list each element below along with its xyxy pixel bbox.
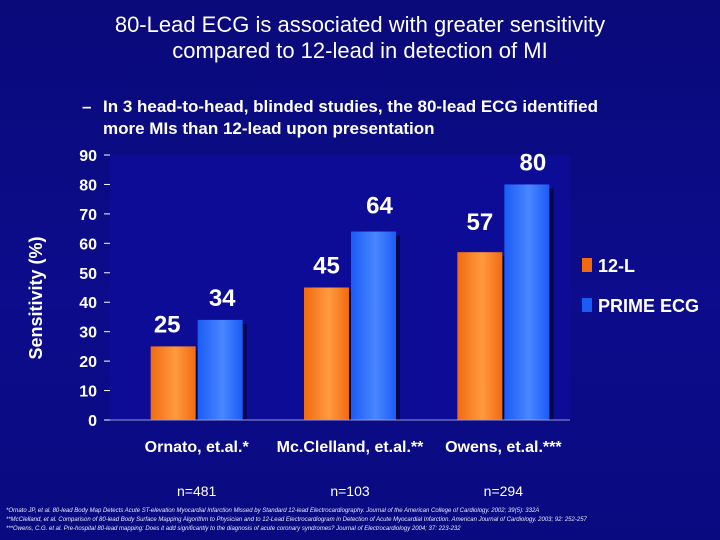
bar-prime-1 <box>197 319 243 420</box>
legend-swatch-2 <box>582 298 592 312</box>
y-tick-label: 90 <box>79 148 97 165</box>
title-line-1: 80-Lead ECG is associated with greater s… <box>114 12 606 37</box>
sample-size-label: n=294 <box>484 483 524 499</box>
bullet-text: In 3 head-to-head, blinded studies, the … <box>103 97 598 138</box>
y-tick-label: 70 <box>79 207 97 224</box>
footnote-1: *Ornato JP, et al. 80-lead Body Map Dete… <box>6 508 540 514</box>
title-line-2: compared to 12-lead in detection of MI <box>172 38 548 63</box>
data-label: 34 <box>209 285 236 312</box>
bar-prime-3 <box>504 184 550 420</box>
y-tick-label: 30 <box>79 325 97 342</box>
x-tick-label: Ornato, et.al.* <box>145 439 250 456</box>
y-tick-label: 20 <box>79 354 97 371</box>
data-label: 64 <box>366 193 393 220</box>
bullet-dash: – <box>82 97 92 116</box>
y-axis-title: Sensitivity (%) <box>26 236 46 359</box>
footnote-3: ***Owens, C.G. et al. Pre-hospital 80-le… <box>6 526 461 532</box>
data-label: 45 <box>313 253 340 280</box>
data-label: 25 <box>154 311 181 338</box>
y-tick-label: 0 <box>88 413 97 430</box>
bullet-point: – In 3 head-to-head, blinded studies, th… <box>82 96 642 140</box>
legend-swatch-1 <box>582 258 592 272</box>
legend-label-1: 12-L <box>598 256 635 276</box>
bar-12l-3 <box>457 252 503 420</box>
bar-prime-2 <box>351 231 396 420</box>
x-tick-label: Owens, et.al.*** <box>445 439 562 456</box>
legend-label-2: PRIME ECG <box>598 296 699 316</box>
sample-size-label: n=103 <box>330 483 370 499</box>
y-tick-label: 40 <box>79 295 97 312</box>
y-tick-label: 80 <box>79 177 97 194</box>
y-tick-label: 60 <box>79 236 97 253</box>
bar-12l-2 <box>304 287 349 420</box>
bar-12l-1 <box>150 346 196 420</box>
sample-size-label: n=481 <box>177 483 217 499</box>
data-label: 57 <box>466 209 493 236</box>
y-tick-label: 50 <box>79 266 97 283</box>
footnote-2: **McClelland, et al. Comparison of 80-le… <box>6 517 587 523</box>
footnotes: *Ornato JP, et al. 80-lead Body Map Dete… <box>6 507 716 534</box>
y-tick-label: 10 <box>79 384 97 401</box>
x-tick-label: Mc.Clelland, et.al.** <box>277 439 424 456</box>
data-label: 80 <box>519 149 546 176</box>
slide-title: 80-Lead ECG is associated with greater s… <box>0 12 720 64</box>
